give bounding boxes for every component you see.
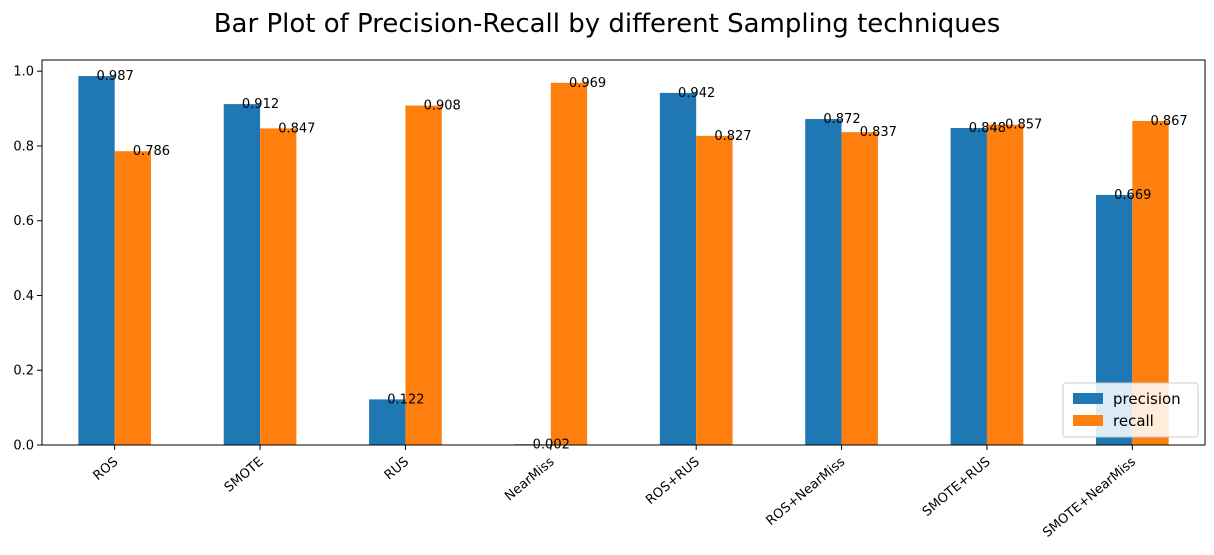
bar-recall-2 <box>405 105 442 446</box>
plot-frame <box>41 59 1206 446</box>
bar-recall-5 <box>841 132 878 445</box>
bar-label-precision-6: 0.848 <box>969 121 1006 136</box>
chart-title: Bar Plot of Precision-Recall by differen… <box>214 9 1001 39</box>
bar-label-precision-2: 0.122 <box>387 392 424 407</box>
x-tick-label-0: ROS <box>91 455 122 484</box>
y-tick-label-2: 0.4 <box>13 289 34 304</box>
legend-label-recall: recall <box>1113 412 1154 430</box>
bar-recall-0 <box>114 151 152 445</box>
legend-swatch-precision <box>1073 393 1103 404</box>
bar-label-recall-6: 0.857 <box>1005 118 1042 133</box>
bar-recall-6 <box>986 124 1024 446</box>
bar-recall-3 <box>550 82 588 446</box>
bar-precision-2 <box>369 399 406 445</box>
bar-precision-4 <box>659 92 697 446</box>
bar-label-recall-5: 0.837 <box>860 125 897 140</box>
legend-label-precision: precision <box>1113 390 1181 408</box>
y-tick-label-3: 0.6 <box>13 214 34 229</box>
x-tick-label-1: SMOTE <box>222 455 267 496</box>
bar-label-precision-4: 0.942 <box>678 86 715 101</box>
bar-precision-5 <box>805 119 842 445</box>
x-tick-label-7: SMOTE+NearMiss <box>1040 454 1139 540</box>
x-tick-label-3: NearMiss <box>502 454 557 504</box>
legend-swatch-recall <box>1073 415 1103 426</box>
x-tick-label-5: ROS+NearMiss <box>764 454 849 529</box>
bar-label-recall-2: 0.908 <box>424 99 461 114</box>
x-tick-label-6: SMOTE+RUS <box>920 455 994 520</box>
y-tick-label-4: 0.8 <box>13 139 34 154</box>
bar-label-recall-0: 0.786 <box>133 144 170 159</box>
bar-label-recall-7: 0.867 <box>1150 114 1187 129</box>
x-tick-label-2: RUS <box>382 455 412 484</box>
y-tick-label-1: 0.2 <box>13 364 34 379</box>
bar-label-recall-1: 0.847 <box>278 121 315 136</box>
y-tick-label-0: 0.0 <box>13 439 34 454</box>
bar-precision-0 <box>78 76 115 445</box>
legend: precision recall <box>1062 382 1199 438</box>
x-tick-label-4: ROS+RUS <box>643 455 703 508</box>
bar-precision-1 <box>223 104 261 445</box>
bar-label-recall-4: 0.827 <box>714 129 751 144</box>
bar-label-recall-3: 0.969 <box>569 76 606 91</box>
bar-label-precision-7: 0.669 <box>1114 188 1151 203</box>
bar-recall-4 <box>696 135 733 445</box>
y-tick-label-5: 1.0 <box>13 65 34 80</box>
bar-label-precision-0: 0.987 <box>97 69 134 84</box>
bars-group <box>78 76 1169 446</box>
bar-recall-1 <box>260 128 297 446</box>
bar-precision-6 <box>950 128 987 446</box>
bar-label-precision-5: 0.872 <box>823 112 860 127</box>
bar-label-precision-1: 0.912 <box>242 97 279 112</box>
